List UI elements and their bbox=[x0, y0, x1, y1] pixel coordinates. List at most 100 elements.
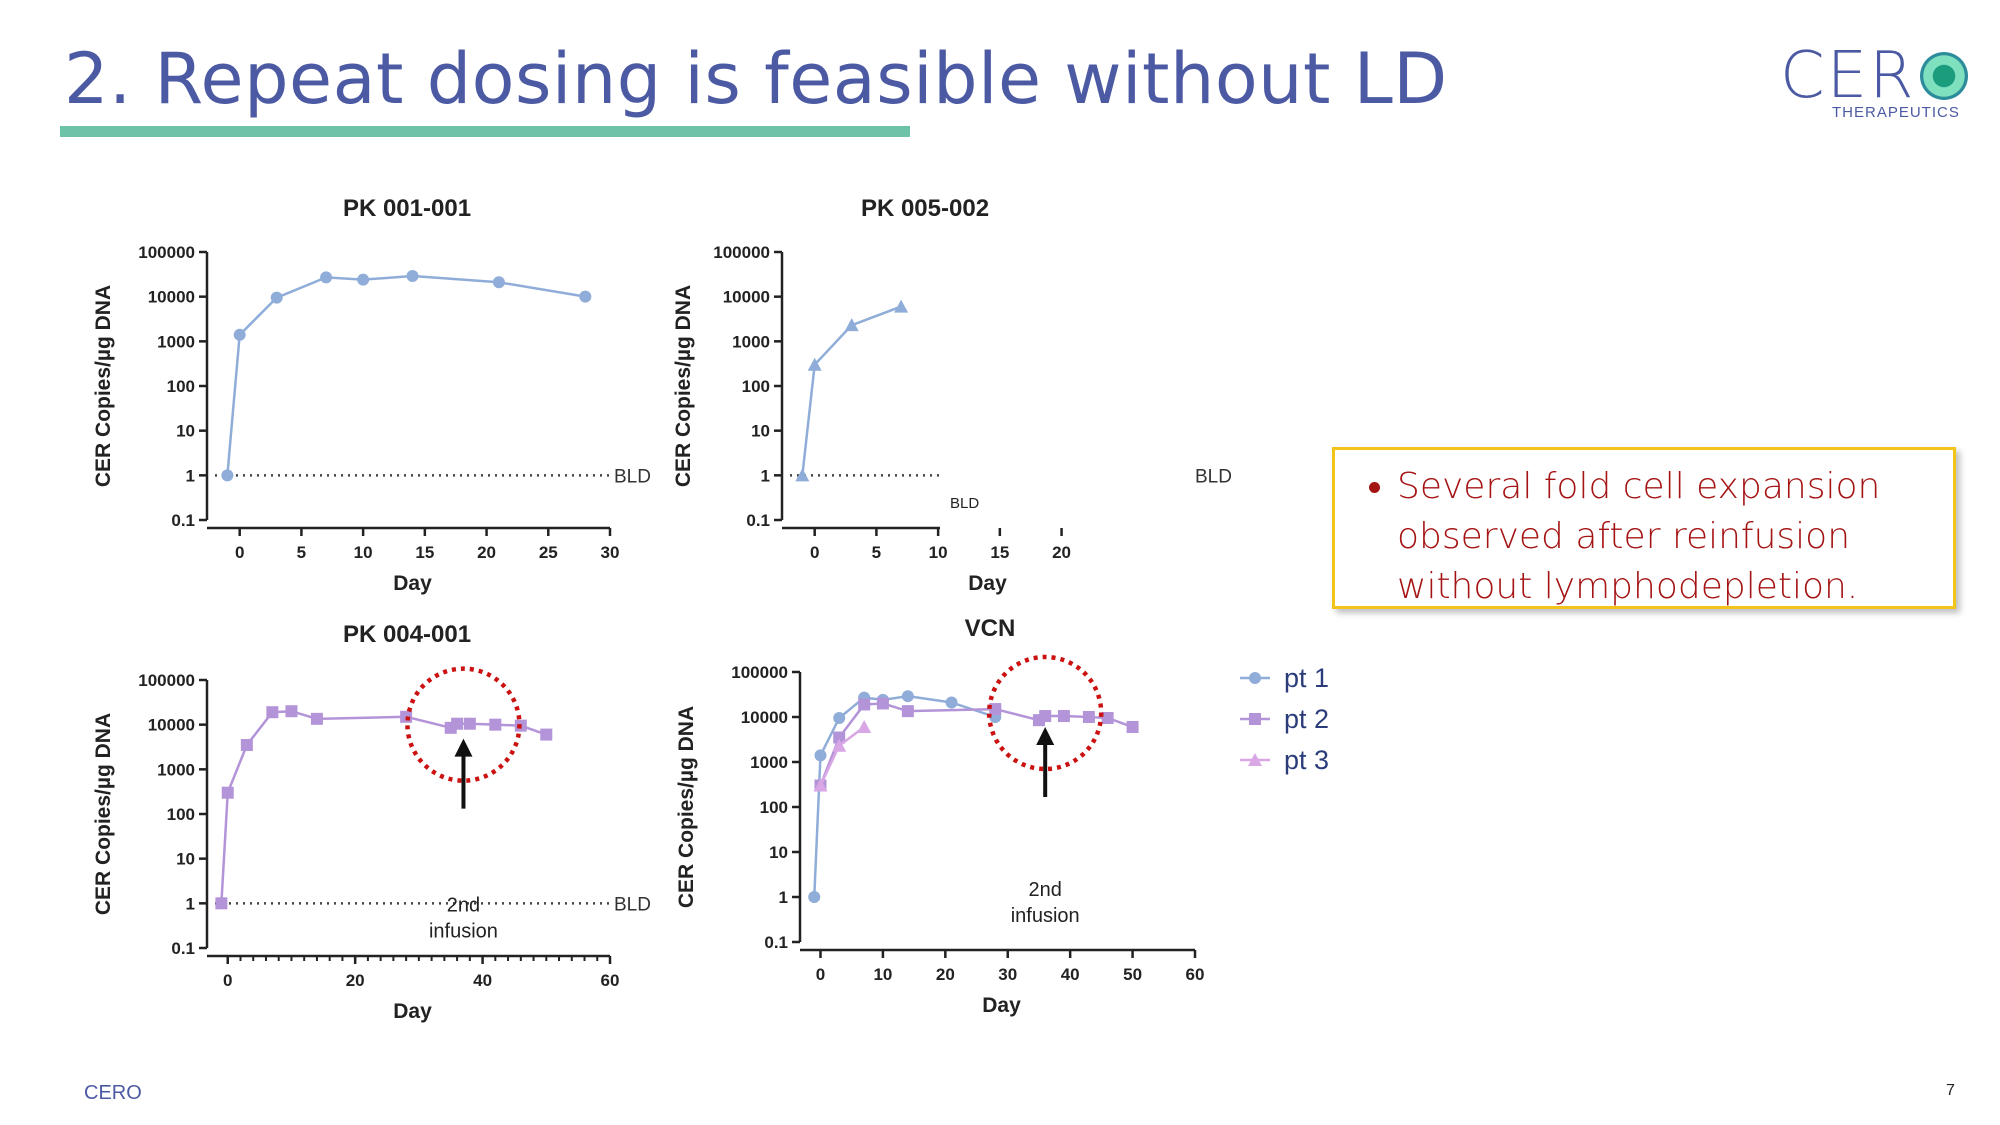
x-tick-label: 30 bbox=[601, 543, 620, 562]
x-tick-label: 5 bbox=[297, 543, 306, 562]
company-logo: CER THERAPEUTICS bbox=[1780, 44, 1970, 124]
data-point bbox=[240, 739, 253, 752]
x-tick-label: 30 bbox=[998, 965, 1017, 984]
logo-wordmark: CER bbox=[1780, 39, 1916, 113]
data-point bbox=[463, 717, 476, 730]
data-point bbox=[215, 897, 228, 910]
x-axis-label: Day bbox=[393, 1000, 432, 1023]
x-tick-label: 5 bbox=[872, 543, 881, 562]
y-tick-label: 10000 bbox=[148, 288, 195, 307]
data-point bbox=[832, 738, 847, 752]
y-tick-label: 0.1 bbox=[746, 511, 770, 530]
y-axis-label: CER Copies/µg DNA bbox=[92, 285, 115, 487]
x-tick-label: 25 bbox=[539, 543, 558, 562]
y-tick-label: 10 bbox=[769, 843, 788, 862]
y-tick-label: 1000 bbox=[157, 760, 195, 779]
x-tick-label: 40 bbox=[473, 971, 492, 990]
data-point bbox=[795, 468, 810, 482]
chart-c3: PK 004-001 0.1 1 10 100 1000 10000 100000 0 20 40 6… bbox=[92, 621, 651, 1023]
data-point bbox=[876, 697, 889, 710]
slide-title: 2. Repeat dosing is feasible without LD bbox=[64, 38, 1448, 120]
y-tick-label: 100 bbox=[742, 377, 770, 396]
annotation-text: 2nd bbox=[447, 894, 480, 916]
x-tick-label: 20 bbox=[1052, 543, 1071, 562]
y-tick-label: 10000 bbox=[723, 288, 770, 307]
legend-entry: pt 1 bbox=[1284, 663, 1329, 693]
highlight-circle bbox=[405, 666, 522, 783]
y-tick-label: 100000 bbox=[138, 671, 195, 690]
annotation-text: 2nd bbox=[1029, 879, 1062, 901]
y-tick-label: 10000 bbox=[148, 716, 195, 735]
data-point bbox=[579, 290, 592, 303]
y-tick-label: 1000 bbox=[157, 332, 195, 351]
x-tick-label: 10 bbox=[354, 543, 373, 562]
x-tick-label: 10 bbox=[873, 965, 892, 984]
chart-title: VCN bbox=[965, 615, 1016, 642]
x-tick-label: 0 bbox=[810, 543, 819, 562]
data-point bbox=[1039, 710, 1052, 723]
x-axis-label: Day bbox=[393, 572, 432, 595]
x-tick-label: 50 bbox=[1123, 965, 1142, 984]
legend-marker bbox=[1249, 713, 1261, 725]
data-point bbox=[1082, 711, 1095, 723]
y-tick-label: 1 bbox=[779, 888, 788, 907]
highlight-circle bbox=[986, 654, 1104, 772]
bld-label: BLD bbox=[614, 894, 651, 915]
data-point bbox=[489, 718, 502, 731]
callout-item: Several fold cell expansion observed aft… bbox=[1397, 462, 1935, 612]
x-tick-label: 10 bbox=[929, 543, 948, 562]
y-tick-label: 10 bbox=[176, 850, 195, 869]
chart-c4: VCN 0.1 1 10 100 1000 10000 100000 0 10 20 30 40 50 60… bbox=[675, 615, 1329, 1017]
annotation-arrow-head bbox=[454, 738, 473, 757]
data-point bbox=[833, 712, 846, 725]
y-tick-label: 1 bbox=[186, 894, 195, 913]
data-point bbox=[1126, 720, 1139, 733]
x-tick-label: 20 bbox=[936, 965, 955, 984]
x-tick-label: 20 bbox=[346, 971, 365, 990]
chart-c2: PK 005-002 0.1 1 10 100 1000 10000 100000 0 5 10 15… bbox=[672, 195, 1232, 595]
x-tick-label: 15 bbox=[990, 543, 1009, 562]
y-tick-label: 1000 bbox=[750, 753, 788, 772]
data-point bbox=[901, 705, 914, 718]
y-tick-label: 100000 bbox=[713, 243, 770, 262]
legend-entry: pt 3 bbox=[1284, 745, 1329, 775]
title-underline bbox=[60, 126, 910, 137]
y-tick-label: 1 bbox=[761, 466, 770, 485]
callout-list: Several fold cell expansion observed aft… bbox=[1335, 450, 1953, 612]
data-point bbox=[813, 778, 828, 792]
data-point bbox=[233, 328, 246, 341]
y-tick-label: 0.1 bbox=[171, 511, 195, 530]
data-point bbox=[808, 891, 821, 903]
x-tick-label: 15 bbox=[415, 543, 434, 562]
y-tick-label: 10000 bbox=[741, 708, 788, 727]
callout-box: Several fold cell expansion observed aft… bbox=[1332, 447, 1956, 609]
data-point bbox=[451, 717, 464, 730]
annotation-text: infusion bbox=[429, 920, 498, 942]
y-tick-label: 10 bbox=[176, 422, 195, 441]
data-point bbox=[1101, 712, 1114, 725]
data-point bbox=[221, 786, 234, 799]
legend-entry: pt 2 bbox=[1284, 704, 1329, 734]
data-point bbox=[285, 705, 298, 718]
y-tick-label: 1 bbox=[186, 466, 195, 485]
data-point bbox=[357, 273, 370, 286]
annotation-text: infusion bbox=[1011, 905, 1080, 927]
data-point bbox=[492, 276, 505, 289]
y-axis-label: CER Copies/µg DNA bbox=[92, 713, 115, 915]
data-point bbox=[1057, 710, 1070, 723]
series-line-1 bbox=[812, 694, 996, 898]
bld-stray-label: BLD bbox=[950, 495, 979, 512]
data-point bbox=[945, 696, 958, 709]
data-point bbox=[807, 357, 822, 371]
data-point bbox=[814, 749, 827, 762]
bld-label: BLD bbox=[614, 466, 651, 487]
data-point bbox=[894, 299, 909, 313]
logo-o-icon bbox=[1920, 52, 1968, 100]
data-point bbox=[833, 731, 846, 744]
y-tick-label: 100000 bbox=[731, 663, 788, 682]
chart-title: PK 005-002 bbox=[861, 195, 989, 222]
bld-label: BLD bbox=[1195, 466, 1232, 487]
chart-title: PK 004-001 bbox=[343, 621, 471, 648]
data-point bbox=[540, 728, 553, 741]
data-point bbox=[844, 318, 859, 332]
